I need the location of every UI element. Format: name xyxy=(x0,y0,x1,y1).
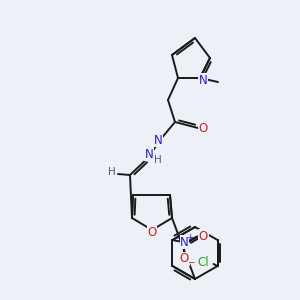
Text: N: N xyxy=(180,236,189,248)
Text: O: O xyxy=(180,253,189,266)
Text: −: − xyxy=(187,257,194,266)
Text: O: O xyxy=(147,226,157,239)
Text: H: H xyxy=(108,167,116,177)
Text: Cl: Cl xyxy=(198,256,209,268)
Text: O: O xyxy=(198,122,208,134)
Text: +: + xyxy=(186,232,193,242)
Text: N: N xyxy=(145,148,153,160)
Text: N: N xyxy=(154,134,162,146)
Text: N: N xyxy=(199,74,207,86)
Text: H: H xyxy=(154,155,162,165)
Text: O: O xyxy=(199,230,208,242)
